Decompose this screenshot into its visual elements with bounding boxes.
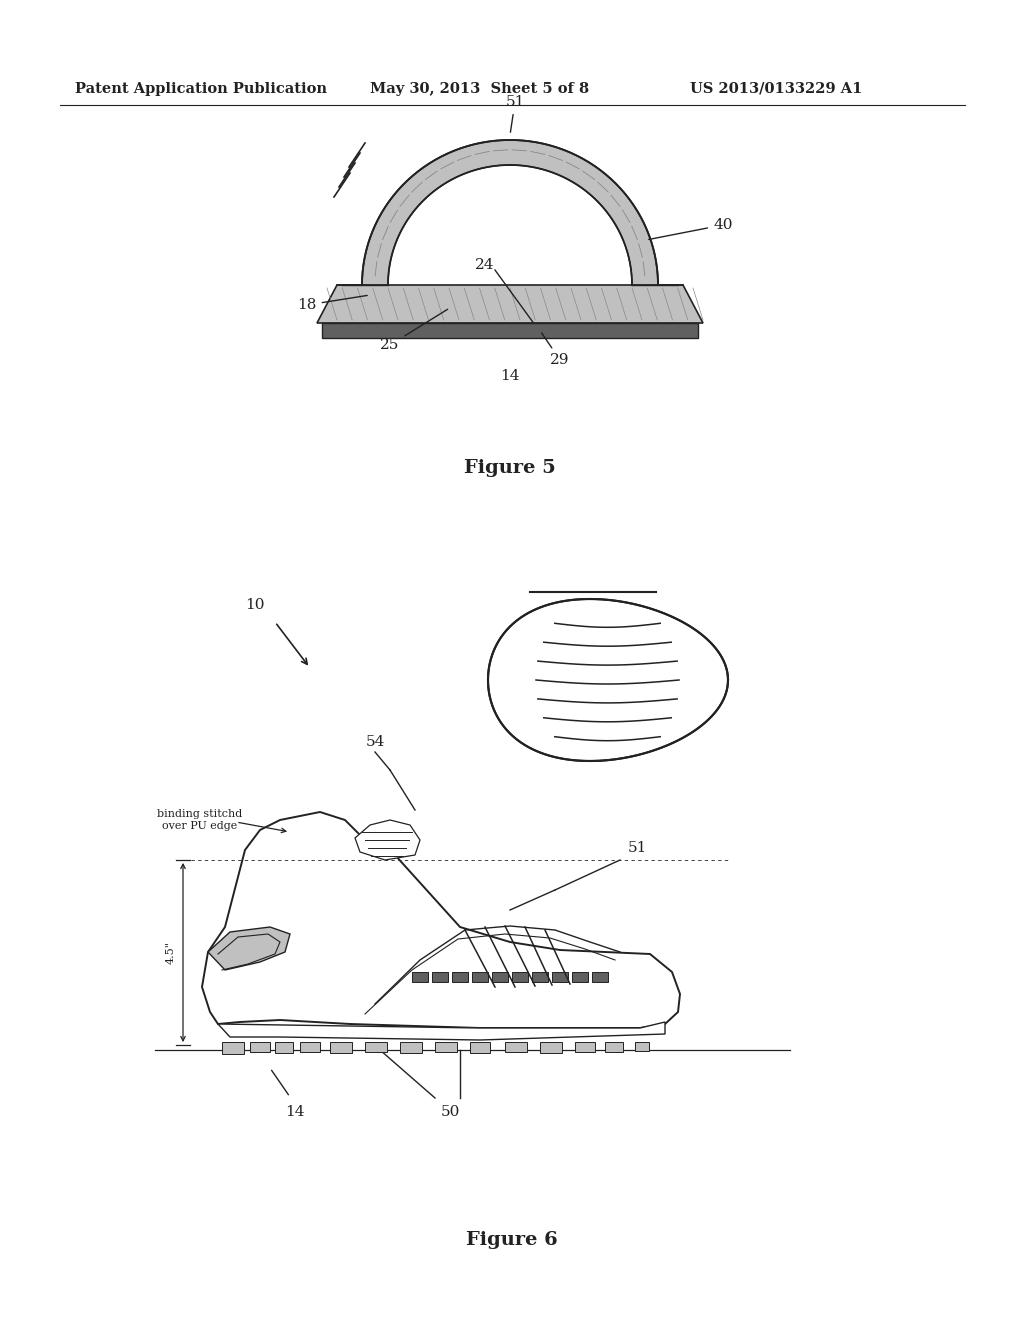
Polygon shape [505,1041,527,1052]
Polygon shape [412,972,428,982]
Polygon shape [432,972,449,982]
Polygon shape [452,972,468,982]
Text: Figure 6: Figure 6 [466,1232,558,1249]
Polygon shape [202,812,680,1028]
Text: US 2013/0133229 A1: US 2013/0133229 A1 [690,82,862,96]
Polygon shape [208,927,290,970]
Text: binding stitchd
over PU edge: binding stitchd over PU edge [158,809,243,830]
Text: 14: 14 [501,370,520,383]
Text: 14: 14 [286,1105,305,1119]
Polygon shape [222,1041,244,1053]
Polygon shape [250,1041,270,1052]
Polygon shape [635,1041,649,1051]
Polygon shape [400,1041,422,1053]
Polygon shape [330,1041,352,1053]
Polygon shape [552,972,568,982]
Polygon shape [592,972,608,982]
Text: 40: 40 [649,218,732,239]
Text: 24: 24 [475,257,495,272]
Polygon shape [470,1041,490,1053]
Text: Patent Application Publication: Patent Application Publication [75,82,327,96]
Polygon shape [575,1041,595,1052]
Text: 10: 10 [246,598,265,612]
Text: 29: 29 [542,333,569,367]
Polygon shape [572,972,588,982]
Text: 54: 54 [366,735,385,748]
Polygon shape [275,1041,293,1053]
Polygon shape [300,1041,319,1052]
Text: 18: 18 [297,296,368,312]
Polygon shape [492,972,508,982]
Polygon shape [435,1041,457,1052]
Text: May 30, 2013  Sheet 5 of 8: May 30, 2013 Sheet 5 of 8 [370,82,589,96]
Polygon shape [362,140,658,285]
Polygon shape [512,972,528,982]
Polygon shape [317,285,703,323]
Polygon shape [355,820,420,861]
Polygon shape [605,1041,623,1052]
Polygon shape [472,972,488,982]
Text: 51: 51 [505,95,524,132]
Text: Figure 5: Figure 5 [464,459,556,477]
Polygon shape [218,1022,665,1040]
Polygon shape [540,1041,562,1053]
Text: 25: 25 [380,309,447,352]
Polygon shape [322,323,698,338]
Polygon shape [365,1041,387,1052]
Text: 4.5": 4.5" [166,941,176,964]
Text: 50: 50 [440,1105,460,1119]
Text: 51: 51 [628,841,647,855]
Polygon shape [532,972,548,982]
Polygon shape [488,599,728,762]
